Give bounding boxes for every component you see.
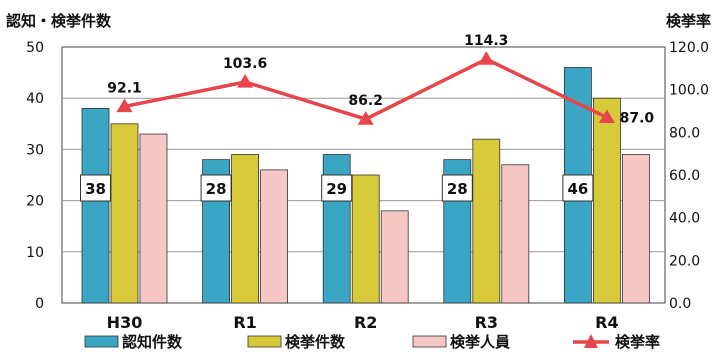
bar-2 [593,97,621,304]
right-axis-title: 検挙率 [666,12,711,30]
value-box [200,174,232,202]
right-tick-label: 20.0 [669,253,700,269]
category-label: R3 [475,313,498,332]
value-box-label: 28 [206,180,227,198]
left-tick-label: 0 [35,296,44,312]
bar-3 [622,154,650,304]
legend-marker [584,334,598,348]
left-tick-label: 50 [26,40,44,56]
value-box [441,174,473,202]
legend-label: 認知件数 [122,333,183,351]
left-tick-label: 20 [26,194,44,210]
legend-swatch [247,335,282,348]
right-tick-label: 40.0 [669,211,700,227]
category-label: R2 [354,313,377,332]
legend-label: 検挙人員 [450,333,510,351]
rate-marker [116,98,133,113]
category-label: R4 [595,313,618,332]
bar-3 [260,169,289,304]
legend-swatch [412,335,447,348]
right-tick-label: 100.0 [669,83,709,99]
category-label: R1 [233,313,256,332]
legend-label: 検挙率 [615,333,660,351]
rate-label: 86.2 [348,93,383,109]
legend-swatch [84,335,119,348]
right-tick-label: 80.0 [669,125,700,141]
rate-marker [237,73,254,88]
value-box-label: 46 [567,180,588,198]
left-tick-label: 40 [26,91,44,107]
left-tick-label: 30 [26,142,44,158]
rate-marker [357,111,374,125]
rate-label: 92.1 [107,81,142,97]
bar-3 [380,210,409,304]
bar-3 [139,133,168,304]
rate-marker [598,109,615,123]
rate-label: 103.6 [223,56,267,72]
rate-marker [478,51,495,65]
bar-2 [231,154,260,304]
right-tick-label: 0.0 [669,296,691,312]
bar-2 [110,123,139,304]
category-label: H30 [107,313,143,332]
value-box [321,174,353,202]
value-box [562,174,594,202]
value-box-label: 38 [85,180,106,198]
bar-2 [351,174,380,304]
legend-label: 検挙件数 [285,333,346,351]
bar-3 [501,164,530,304]
rate-label: 114.3 [464,33,508,49]
value-box-label: 29 [326,180,347,198]
value-box [80,174,111,202]
rate-label: 87.0 [620,110,655,126]
left-tick-label: 10 [26,245,44,261]
value-box-label: 28 [447,180,468,198]
right-tick-label: 60.0 [669,168,700,184]
bar-2 [472,138,501,304]
bar-1 [81,108,110,304]
right-tick-label: 120.0 [669,40,709,56]
left-axis-title: 認知・検挙件数 [6,12,112,30]
